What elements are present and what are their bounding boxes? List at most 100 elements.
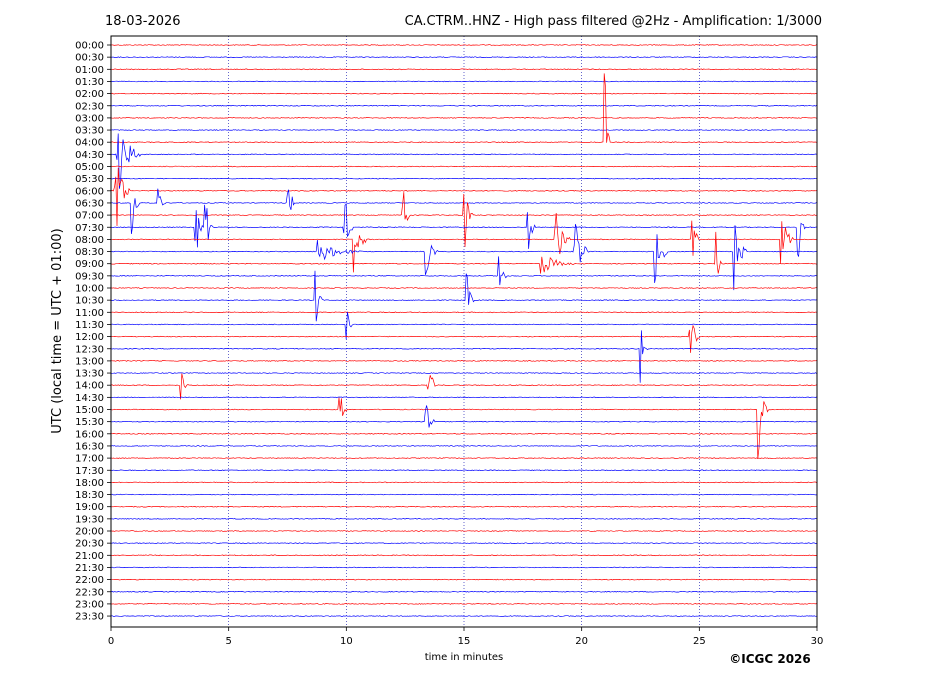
trace-row-38	[110, 505, 817, 508]
y-tick-label-0: 00:00	[75, 41, 104, 52]
trace-row-28	[110, 373, 817, 400]
trace-row-45	[110, 590, 817, 593]
y-axis-label: UTC (local time = UTC + 01:00)	[50, 228, 65, 433]
trace-row-0	[110, 44, 817, 46]
trace-row-47	[110, 615, 817, 617]
y-tick-label-25: 12:30	[75, 344, 104, 355]
trace-row-12	[110, 167, 817, 227]
chart-date-title: 18-03-2026	[105, 14, 181, 29]
y-tick-label-16: 08:00	[75, 235, 104, 246]
trace-row-42	[110, 554, 817, 557]
y-tick-label-6: 03:00	[75, 113, 104, 124]
y-tick-label-18: 09:00	[75, 259, 104, 270]
y-tick-label-37: 18:30	[75, 490, 104, 501]
y-tick-label-35: 17:30	[75, 466, 104, 477]
y-tick-label-7: 03:30	[75, 126, 104, 137]
trace-row-19	[110, 256, 817, 286]
trace-row-17	[110, 224, 817, 291]
copyright-label: ©ICGC 2026	[729, 652, 811, 666]
trace-row-5	[110, 104, 817, 107]
seismic-traces	[110, 44, 817, 617]
y-tick-label-8: 04:00	[75, 138, 104, 149]
y-tick-label-27: 13:30	[75, 369, 104, 380]
x-tick-label-4: 20	[575, 636, 588, 647]
y-tick-label-24: 12:00	[75, 332, 104, 343]
trace-row-8	[110, 73, 817, 144]
trace-row-30	[110, 397, 817, 460]
y-tick-label-29: 14:30	[75, 393, 104, 404]
y-tick-label-14: 07:00	[75, 211, 104, 222]
x-tick-labels: 0 5 10 15 20 25 30	[108, 627, 824, 647]
y-tick-label-26: 13:00	[75, 356, 104, 367]
trace-row-27	[110, 372, 817, 374]
trace-row-16	[111, 212, 817, 273]
plot-frame	[110, 35, 818, 628]
y-tick-label-34: 17:00	[75, 454, 104, 465]
y-tick-label-5: 02:30	[75, 101, 104, 112]
x-axis-label: time in minutes	[425, 652, 504, 663]
trace-row-44	[111, 578, 817, 581]
y-tick-label-23: 11:30	[75, 320, 104, 331]
y-tick-label-40: 20:00	[75, 527, 104, 538]
y-tick-label-17: 08:30	[75, 247, 104, 258]
y-tick-label-12: 06:00	[75, 186, 104, 197]
chart-station-title: CA.CTRM..HNZ - High pass filtered @2Hz -…	[405, 14, 822, 29]
trace-row-43	[110, 566, 817, 569]
y-tick-label-41: 20:30	[75, 539, 104, 550]
trace-row-33	[110, 445, 817, 447]
trace-row-15	[110, 203, 817, 257]
trace-row-21	[110, 270, 817, 322]
y-tick-label-33: 16:30	[75, 441, 104, 452]
trace-row-31	[110, 405, 817, 428]
y-tick-label-11: 05:30	[75, 174, 104, 185]
y-tick-label-13: 06:30	[75, 198, 104, 209]
y-tick-label-46: 23:00	[75, 599, 104, 610]
y-tick-label-45: 22:30	[75, 587, 104, 598]
y-tick-label-36: 18:00	[75, 478, 104, 489]
trace-row-9	[110, 133, 817, 189]
x-tick-label-6: 30	[811, 636, 824, 647]
y-tick-label-15: 07:30	[75, 223, 104, 234]
x-tick-label-2: 10	[340, 636, 353, 647]
y-tick-label-43: 21:30	[75, 563, 104, 574]
trace-row-24	[110, 324, 817, 353]
trace-row-40	[110, 530, 817, 532]
y-tick-label-42: 21:00	[75, 551, 104, 562]
x-tick-label-3: 15	[458, 636, 471, 647]
trace-row-10	[110, 165, 817, 168]
y-tick-label-20: 10:00	[75, 284, 104, 295]
trace-row-32	[110, 432, 817, 435]
trace-row-11	[110, 177, 817, 180]
trace-row-29	[111, 396, 817, 399]
y-tick-label-3: 01:30	[75, 77, 104, 88]
trace-row-35	[110, 469, 817, 471]
y-tick-label-19: 09:30	[75, 271, 104, 282]
y-tick-label-22: 11:00	[75, 308, 104, 319]
trace-row-41	[110, 542, 817, 544]
y-tick-label-44: 22:00	[75, 575, 104, 586]
trace-row-14	[110, 192, 817, 248]
trace-row-20	[110, 287, 817, 289]
trace-row-23	[110, 312, 817, 340]
y-tick-label-47: 23:30	[75, 612, 104, 623]
trace-row-26	[110, 360, 817, 362]
trace-row-25	[110, 330, 817, 383]
trace-row-3	[110, 80, 817, 83]
x-tick-label-5: 25	[693, 636, 706, 647]
y-tick-label-1: 00:30	[75, 53, 104, 64]
trace-row-4	[110, 92, 817, 95]
y-tick-label-31: 15:30	[75, 417, 104, 428]
trace-row-22	[110, 311, 817, 314]
y-tick-label-4: 02:00	[75, 89, 104, 100]
trace-row-34	[110, 457, 817, 459]
y-tick-label-28: 14:00	[75, 381, 104, 392]
y-tick-label-38: 19:00	[75, 502, 104, 513]
trace-row-37	[110, 493, 817, 496]
trace-row-39	[110, 518, 817, 520]
trace-row-46	[111, 603, 817, 605]
trace-row-2	[111, 68, 817, 71]
y-tick-label-10: 05:00	[75, 162, 104, 173]
vertical-gridlines	[228, 36, 700, 627]
